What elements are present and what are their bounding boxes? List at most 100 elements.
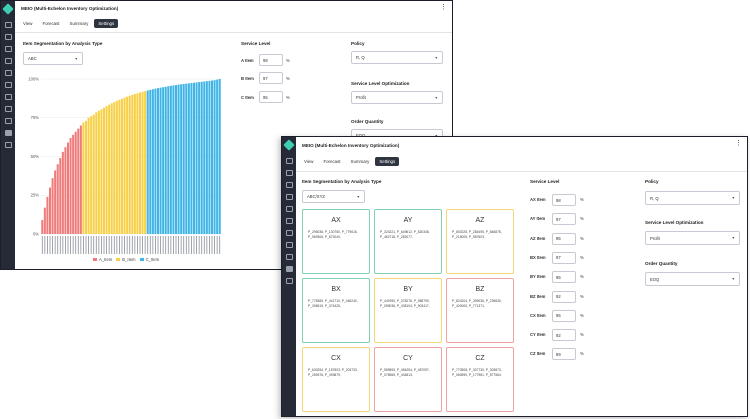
percent-unit: % bbox=[580, 293, 584, 299]
segment-cell-ay[interactable]: AY P_324221, P_649612, P_820348, P_462718,… bbox=[374, 209, 442, 274]
chart-bar bbox=[67, 142, 70, 234]
chart-bar bbox=[103, 107, 106, 234]
settings-icon[interactable] bbox=[285, 266, 293, 272]
chart-bar bbox=[61, 151, 64, 234]
segment-cell-az[interactable]: AZ P_800225, P_284495, P_846878, P_215005,… bbox=[446, 209, 514, 274]
analysis-type-select[interactable]: ABC/XYZ ▼ bbox=[302, 190, 365, 203]
tab-settings[interactable]: Settings bbox=[375, 157, 400, 166]
chart-bar bbox=[146, 90, 149, 234]
wrench-icon[interactable] bbox=[285, 278, 293, 284]
segment-item-line: P_059036, P_438104, P_903417, bbox=[380, 304, 430, 309]
service-level-input-by[interactable]: 95 bbox=[552, 271, 576, 284]
segment-item-line: P_778369, P_441710, P_446240, bbox=[308, 299, 358, 303]
layers-icon[interactable] bbox=[4, 118, 12, 124]
x-tick-label bbox=[80, 236, 82, 254]
list-icon[interactable] bbox=[285, 170, 293, 176]
trend-icon[interactable] bbox=[4, 94, 12, 100]
analysis-type-value: ABC bbox=[28, 56, 37, 61]
x-tick-label bbox=[90, 236, 92, 254]
segment-cell-ax[interactable]: AX P_295036, P_130750, P_779616, P_969306,… bbox=[302, 209, 370, 274]
policy-value: R, Q bbox=[650, 195, 659, 201]
chart-bar bbox=[56, 164, 59, 234]
x-tick-label bbox=[180, 236, 182, 254]
service-level-input-cx[interactable]: 95 bbox=[552, 309, 576, 322]
segment-cell-by[interactable]: BY P_441990, P_378276, P_958790, P_059036,… bbox=[374, 278, 442, 343]
segment-cell-cx[interactable]: CX P_630254, P_187803, P_203733, P_269376,… bbox=[302, 347, 370, 412]
bar-icon[interactable] bbox=[4, 82, 12, 88]
refresh-icon[interactable] bbox=[4, 46, 12, 52]
refresh-icon[interactable] bbox=[285, 182, 293, 188]
settings-icon[interactable] bbox=[4, 130, 12, 136]
segment-cell-cy[interactable]: CY P_559593, P_454254, P_487097, P_078965,… bbox=[374, 347, 442, 412]
chart-bar bbox=[218, 79, 221, 234]
service-level-input-b[interactable]: 97 bbox=[259, 72, 283, 84]
policy-select[interactable]: R, Q ▼ bbox=[645, 191, 740, 205]
list-icon[interactable] bbox=[4, 34, 12, 40]
trend-icon[interactable] bbox=[285, 230, 293, 236]
box-icon[interactable] bbox=[4, 58, 12, 64]
x-tick-label bbox=[47, 236, 48, 254]
service-level-input-ay[interactable]: 97 bbox=[552, 213, 576, 226]
percent-unit: % bbox=[580, 235, 584, 241]
segment-cell-bx[interactable]: BX P_778369, P_441710, P_446240, P_306519,… bbox=[302, 278, 370, 343]
service-level-input-az[interactable]: 95 bbox=[552, 232, 576, 245]
cross-tools-icon[interactable] bbox=[285, 242, 293, 248]
percent-unit: % bbox=[580, 254, 584, 260]
segment-item-line: P_441990, P_378276, P_958790, bbox=[380, 299, 430, 303]
analysis-type-select[interactable]: ABC ▼ bbox=[23, 52, 83, 65]
segment-cell-items: P_800225, P_284495, P_846878, P_215005, P… bbox=[452, 230, 509, 241]
slo-select[interactable]: Profit ▼ bbox=[351, 91, 443, 104]
sidebar-rail bbox=[1, 1, 15, 269]
x-tick-label bbox=[175, 236, 177, 254]
chart-icon[interactable] bbox=[4, 70, 12, 76]
tab-summary[interactable]: Summary bbox=[69, 21, 89, 26]
legend-swatch-b bbox=[116, 258, 121, 261]
service-level-input-a[interactable]: 98 bbox=[259, 54, 283, 66]
segment-cell-cz[interactable]: CZ P_770508, P_307730, P_303873, P_060590,… bbox=[446, 347, 514, 412]
y-tick-label: 75% bbox=[31, 115, 40, 120]
tab-settings[interactable]: Settings bbox=[94, 19, 119, 28]
chart-bar bbox=[182, 83, 185, 235]
x-tick-label bbox=[59, 236, 61, 254]
chart-bar bbox=[105, 106, 108, 235]
tab-view[interactable]: View bbox=[304, 159, 314, 164]
x-tick-label bbox=[119, 236, 120, 254]
policy-select[interactable]: R, Q ▼ bbox=[351, 51, 443, 64]
grid-icon[interactable] bbox=[4, 22, 12, 28]
tab-forecast[interactable]: Forecast bbox=[42, 21, 60, 26]
service-level-input-cy[interactable]: 92 bbox=[552, 329, 576, 342]
segment-cell-items: P_324221, P_649612, P_820348, P_462718, P… bbox=[380, 230, 437, 241]
service-level-input-bx[interactable]: 97 bbox=[552, 251, 576, 264]
tab-view[interactable]: View bbox=[23, 21, 33, 26]
segment-cell-bz[interactable]: BZ P_824204, P_399036, P_239830, P_420000,… bbox=[446, 278, 514, 343]
app-title: MEIO (Multi-Echelon Inventory Optimizati… bbox=[21, 6, 119, 11]
layers-icon[interactable] bbox=[285, 254, 293, 260]
x-tick-label bbox=[108, 236, 110, 254]
service-level-input-bz[interactable]: 92 bbox=[552, 290, 576, 303]
bar-icon[interactable] bbox=[285, 218, 293, 224]
service-level-input-ax[interactable]: 98 bbox=[552, 194, 576, 206]
wrench-icon[interactable] bbox=[4, 142, 12, 148]
tab-forecast[interactable]: Forecast bbox=[323, 159, 341, 164]
service-level-label-cz: CZ Item bbox=[530, 351, 546, 357]
x-tick-label bbox=[144, 236, 146, 254]
chart-bar bbox=[131, 94, 134, 234]
chart-bar bbox=[162, 87, 165, 234]
chart-icon[interactable] bbox=[285, 206, 293, 212]
tab-summary[interactable]: Summary bbox=[350, 159, 370, 164]
chart-bar bbox=[54, 170, 57, 234]
more-menu-icon[interactable]: ⋮ bbox=[735, 140, 742, 147]
segment-cell-title: BZ bbox=[475, 286, 485, 293]
service-level-input-c[interactable]: 95 bbox=[259, 91, 283, 103]
slo-select[interactable]: Profit ▼ bbox=[645, 231, 740, 245]
percent-unit: % bbox=[286, 76, 290, 81]
order-quantity-select[interactable]: EOQ ▼ bbox=[645, 272, 740, 286]
service-level-input-cz[interactable]: 89 bbox=[552, 348, 576, 361]
x-tick-label bbox=[113, 236, 115, 254]
cross-tools-icon[interactable] bbox=[4, 106, 12, 112]
more-menu-icon[interactable]: ⋮ bbox=[440, 4, 447, 11]
grid-icon[interactable] bbox=[285, 158, 293, 164]
x-tick-label bbox=[121, 236, 123, 254]
box-icon[interactable] bbox=[285, 194, 293, 200]
chart-bar bbox=[164, 86, 167, 234]
